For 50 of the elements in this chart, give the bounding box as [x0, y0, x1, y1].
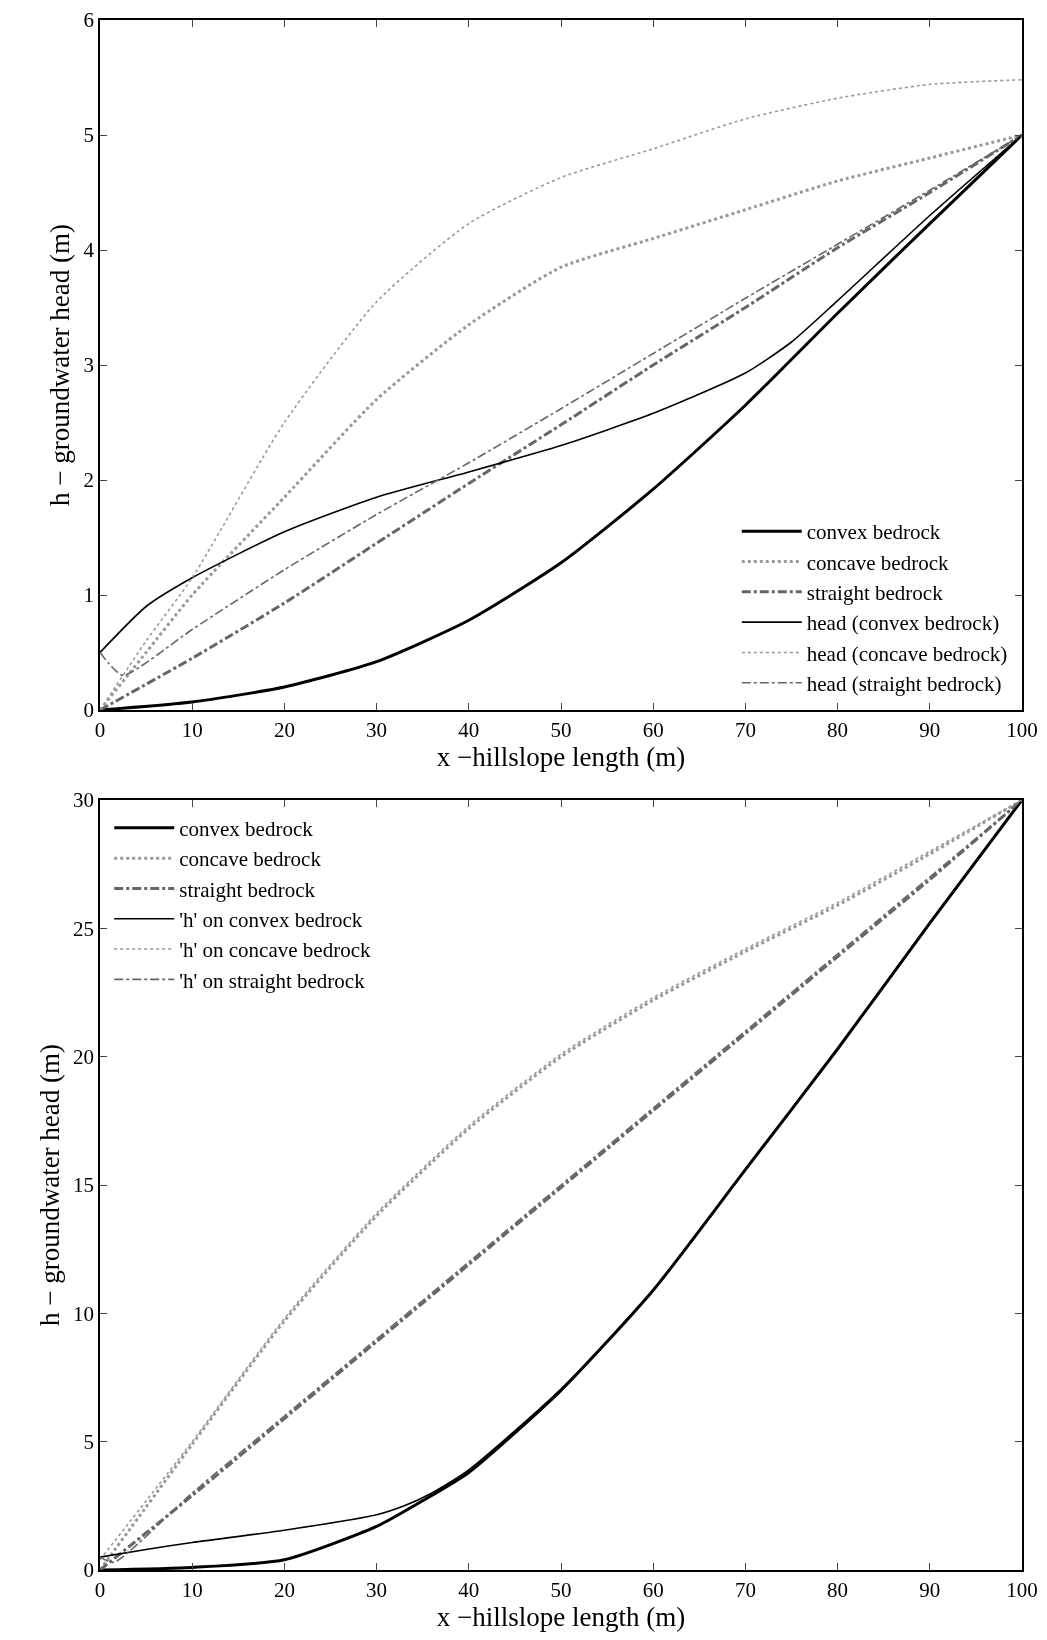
x-tick-label: 100 [1006, 1577, 1038, 1602]
x-tick-label: 60 [642, 717, 664, 742]
x-tick-label: 80 [827, 1577, 849, 1602]
y-tick-label: 20 [73, 1045, 95, 1070]
y-tick-label: 15 [73, 1173, 95, 1198]
x-tick-label: 30 [366, 1577, 388, 1602]
legend-label: straight bedrock [806, 581, 944, 606]
y-tick-label: 1 [83, 583, 95, 608]
legend-label: head (concave bedrock) [806, 641, 1008, 666]
x-tick-label: 10 [181, 1577, 203, 1602]
legend-label: 'h' on straight bedrock [179, 968, 366, 993]
y-tick-label: 4 [83, 238, 95, 263]
x-tick-label: 60 [642, 1577, 664, 1602]
y-tick-label: 6 [83, 8, 95, 33]
x-tick-label: 90 [919, 1577, 941, 1602]
x-tick-label: 80 [827, 717, 849, 742]
x-tick-label: 20 [273, 717, 295, 742]
legend-label: concave bedrock [179, 847, 322, 872]
x-tick-label: 30 [366, 717, 388, 742]
y-tick-label: 25 [73, 916, 95, 941]
legend-label: head (convex bedrock) [806, 611, 1000, 636]
y-axis-title: h − groundwater head (m) [45, 223, 76, 507]
y-tick-label: 0 [83, 698, 95, 723]
y-tick-label: 3 [83, 353, 95, 378]
y-tick-label: 10 [73, 1301, 95, 1326]
x-tick-label: 90 [919, 717, 941, 742]
legend-label: concave bedrock [806, 550, 949, 575]
x-tick-label: 70 [734, 1577, 756, 1602]
legend-label: convex bedrock [179, 817, 314, 842]
y-tick-label: 2 [83, 468, 95, 493]
y-tick-label: 5 [83, 1430, 95, 1455]
legend-label: 'h' on convex bedrock [179, 907, 363, 932]
y-tick-label: 30 [73, 788, 95, 813]
x-tick-label: 20 [273, 1577, 295, 1602]
x-tick-label: 40 [458, 717, 480, 742]
x-axis-title: x −hillslope length (m) [436, 1601, 686, 1632]
x-tick-label: 50 [550, 717, 572, 742]
x-tick-label: 100 [1006, 717, 1038, 742]
y-tick-label: 5 [83, 123, 95, 148]
legend-label: straight bedrock [179, 877, 316, 902]
x-axis-title: x −hillslope length (m) [436, 741, 686, 772]
legend-label: convex bedrock [806, 520, 941, 545]
y-tick-label: 0 [83, 1558, 95, 1583]
x-tick-label: 40 [458, 1577, 480, 1602]
x-tick-label: 10 [181, 717, 203, 742]
x-tick-label: 70 [734, 717, 756, 742]
y-axis-title: h − groundwater head (m) [34, 1043, 65, 1327]
legend-label: 'h' on concave bedrock [179, 938, 371, 963]
x-tick-label: 50 [550, 1577, 572, 1602]
legend-label: head (straight bedrock) [806, 671, 1002, 696]
